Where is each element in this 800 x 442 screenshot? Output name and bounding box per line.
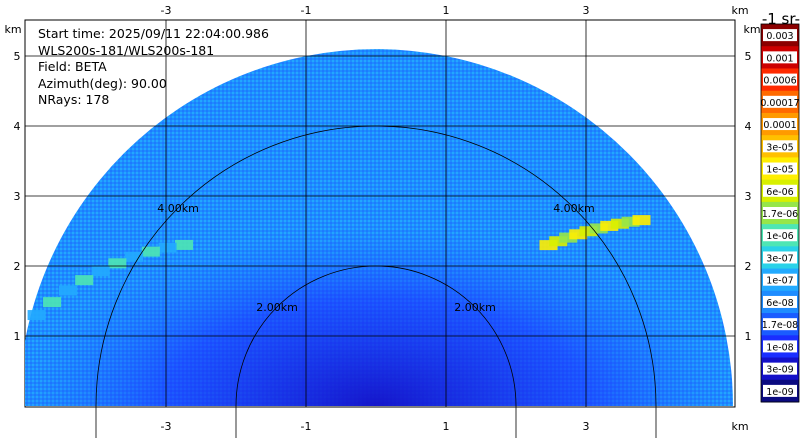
- colorbar-label-bg: [763, 29, 797, 42]
- y-tick-label-right: 1: [745, 330, 752, 343]
- colorbar-label-bg: [763, 251, 797, 264]
- colorbar-label: 1e-08: [766, 342, 793, 353]
- colorbar-label: 1e-05: [766, 165, 793, 176]
- range-ring-label: 4.00km: [157, 202, 199, 215]
- y-tick-label-right: 5: [745, 50, 752, 63]
- feature-cell: [58, 285, 77, 296]
- x-tick-label-top: -3: [161, 4, 172, 17]
- y-tick-label-right: 3: [745, 190, 752, 203]
- colorbar-label-bg: [763, 340, 797, 353]
- feature-cell: [27, 310, 46, 321]
- feature-cell: [141, 246, 160, 257]
- colorbar-label-bg: [763, 295, 797, 308]
- feature-cell: [549, 236, 568, 247]
- colorbar-label: 3e-07: [766, 253, 793, 264]
- y-tick-label-right: 4: [745, 120, 752, 133]
- y-tick-label-left: 3: [14, 190, 21, 203]
- range-ring-label: 2.00km: [256, 301, 298, 314]
- colorbar-label: 0.00017: [760, 98, 799, 109]
- aerosol-layer-east: [539, 215, 651, 251]
- x-tick-label-bottom: -3: [161, 420, 172, 433]
- colorbar-label-bg: [763, 384, 797, 397]
- colorbar-label: 1e-09: [766, 387, 793, 398]
- colorbar-label-bg: [763, 273, 797, 286]
- feature-cell: [632, 215, 651, 226]
- colorbar-label-bg: [763, 118, 797, 131]
- y-tick-label-left: 5: [14, 50, 21, 63]
- feature-cell: [43, 297, 62, 308]
- feature-cell: [175, 239, 194, 250]
- aerosol-layer-west: [27, 239, 194, 321]
- feature-cell: [621, 216, 640, 227]
- colorbar-label-bg: [763, 184, 797, 197]
- feature-cell: [125, 251, 144, 262]
- axis-ticks: -3 -3 -1 -1 1 1 3 3 1 1 2 2 3 3 4 4 5 5: [14, 4, 752, 433]
- feature-cell: [600, 220, 619, 231]
- colorbar-label: 0.0001: [763, 120, 796, 131]
- feature-cell: [579, 226, 598, 237]
- start-time-label: Start time: 2025/09/11 22:04:00.986: [38, 26, 269, 41]
- instrument-label: WLS200s-181/WLS200s-181: [38, 43, 214, 58]
- x-tick-label-top: 3: [583, 4, 590, 17]
- y-unit-right: km: [743, 23, 760, 36]
- range-ring-4: [95, 125, 657, 442]
- x-tick-label-top: 1: [443, 4, 450, 17]
- colorbar-label: 1e-06: [766, 231, 793, 242]
- x-tick-label-bottom: 3: [583, 420, 590, 433]
- x-tick-label-bottom: -1: [301, 420, 312, 433]
- feature-cell: [158, 242, 177, 253]
- colorbar-label-bg: [763, 362, 797, 375]
- colorbar-label-bg: [763, 207, 797, 219]
- colorbar-label: 3e-05: [766, 142, 793, 153]
- y-tick-label-left: 2: [14, 260, 21, 273]
- y-tick-label-left: 4: [14, 120, 21, 133]
- colorbar-label-bg: [763, 51, 797, 64]
- azimuth-label: Azimuth(deg): 90.00: [38, 76, 167, 91]
- colorbar-label: 1.7e-08: [762, 320, 798, 331]
- x-unit-top: km: [731, 4, 748, 17]
- colorbar-label: 6e-06: [766, 187, 793, 198]
- feature-cell: [569, 229, 588, 240]
- colorbar-label: 1.7e-06: [762, 209, 798, 220]
- colorbar-frame: [760, 23, 800, 403]
- colorbar-label: 0.003: [766, 31, 793, 42]
- colorbar-label-bg: [763, 95, 797, 108]
- feature-cell: [91, 266, 110, 277]
- colorbar-label-bg: [763, 73, 797, 86]
- colorbar-label: 0.0006: [763, 76, 796, 87]
- feature-cell: [539, 240, 558, 251]
- colorbar-label: 0.001: [766, 53, 793, 64]
- x-unit-bottom: km: [731, 420, 748, 433]
- y-tick-label-right: 2: [745, 260, 752, 273]
- colorbar-units-label: -1 sr-: [762, 10, 800, 28]
- beta-field-sector: [25, 49, 733, 406]
- colorbar-label: 6e-08: [766, 298, 793, 309]
- nrays-label: NRays: 178: [38, 92, 109, 107]
- field-label: Field: BETA: [38, 59, 107, 74]
- colorbar-label: 1e-07: [766, 276, 793, 287]
- colorbar-label-bg: [763, 229, 797, 242]
- info-block: Start time: 2025/09/11 22:04:00.986 WLS2…: [38, 26, 269, 107]
- y-tick-label-left: 1: [14, 330, 21, 343]
- feature-cell: [610, 218, 629, 229]
- colorbar-label-bg: [763, 318, 797, 331]
- colorbar-label-bg: [763, 162, 797, 175]
- x-tick-label-bottom: 1: [443, 420, 450, 433]
- near-field-shading: [25, 49, 733, 406]
- feature-cell: [559, 232, 578, 243]
- range-ring-label: 4.00km: [553, 202, 595, 215]
- colorbar-label-bg: [763, 140, 797, 153]
- feature-cell: [108, 258, 127, 269]
- range-ring-label: 2.00km: [454, 301, 496, 314]
- y-unit-left: km: [4, 23, 21, 36]
- feature-cell: [75, 275, 94, 286]
- feature-cell: [589, 223, 608, 234]
- colorbar: 0.003 0.001 0.0006 0.00017 0.0001 3e-05 1e-05 6…: [760, 23, 800, 403]
- range-rings: 2.00km 2.00km 4.00km 4.00km: [95, 125, 657, 442]
- range-ring-2: [235, 265, 517, 442]
- colorbar-label: 3e-09: [766, 365, 793, 376]
- x-tick-label-top: -1: [301, 4, 312, 17]
